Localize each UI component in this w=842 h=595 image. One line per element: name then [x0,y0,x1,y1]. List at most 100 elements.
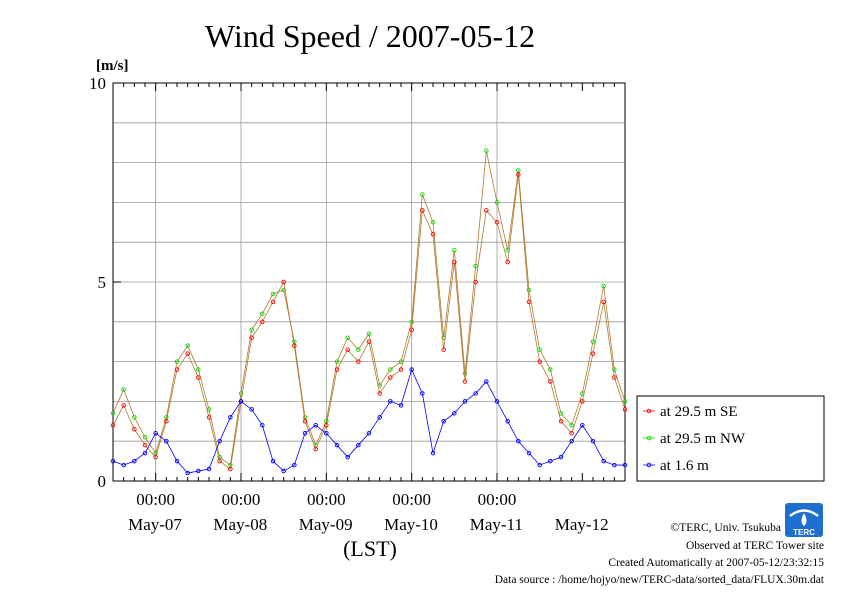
data-point [121,403,126,408]
data-point [526,287,532,293]
data-point [270,458,276,464]
copyright-text: ©TERC, Univ. Tsukuba [671,522,781,534]
data-point [601,283,606,289]
data-point [516,438,521,444]
data-point [110,423,116,428]
data-point [558,454,564,460]
data-point [196,468,201,474]
data-point [590,438,596,444]
grid-lines [113,83,625,481]
data-point [281,287,286,293]
x-date-label: May-08 [213,515,267,534]
data-point [430,220,436,225]
data-point [409,327,414,333]
data-point [121,387,126,392]
legend-swatch-marker [646,408,652,414]
data-point [142,442,148,448]
data-point [345,335,350,340]
data-point [260,311,265,317]
data-point [612,462,617,468]
data-point [260,423,265,428]
data-point [238,391,244,396]
data-point [388,367,393,372]
data-point [548,367,553,372]
data-point [580,423,585,428]
legend: at 29.5 m SE at 29.5 m NW at 1.6 m [636,395,825,482]
data-point [622,462,628,468]
data-point [270,291,276,297]
data-point [409,319,414,325]
data-point [185,343,190,348]
data-point [206,415,212,420]
y-axis-label: [m/s] [96,58,129,74]
data-point [313,446,318,452]
data-point [217,438,222,444]
data-point [110,458,116,464]
data-point [132,415,137,420]
x-date-label: May-12 [555,515,609,534]
data-point [185,351,190,356]
data-point [494,399,500,404]
data-point [366,430,372,436]
data-point [569,430,574,436]
data-point [292,343,297,348]
data-point [153,454,158,460]
data-point [558,419,564,424]
data-point [174,458,180,464]
data-point [526,450,532,456]
legend-label: at 29.5 m SE [660,404,738,420]
legend-swatch-marker [646,462,652,468]
series-1 [110,148,628,468]
data-point [249,335,254,340]
series-line [112,150,626,466]
data-point [196,375,201,380]
data-point [217,458,222,464]
data-point [569,423,574,428]
data-point [281,468,286,474]
data-point [590,351,596,356]
legend-swatch-marker [646,435,652,441]
data-point [292,462,297,468]
x-axis-label: (LST) [343,536,397,561]
data-point [484,379,489,384]
y-axis-ticks: 0 5 10 [89,74,121,491]
legend-label: at 1.6 m [660,458,709,474]
data-point [132,458,137,464]
legend-label: at 29.5 m NW [660,431,746,447]
chart-title: Wind Speed / 2007-05-12 [205,18,535,54]
x-date-label: May-10 [384,515,438,534]
data-point [612,367,617,372]
wave-icon [789,509,819,518]
x-tick-time-label: 00:00 [307,490,346,509]
data-point [270,299,276,305]
data-point [345,454,350,460]
data-point [569,438,574,444]
data-point [622,399,628,404]
data-point [612,375,617,380]
data-point [334,367,340,372]
data-point [228,415,233,420]
series-line [112,174,626,470]
data-point [548,458,553,464]
data-point [420,192,425,197]
data-point [420,208,425,213]
data-point [206,466,212,472]
data-point [132,427,137,432]
data-point [334,442,340,448]
data-point [356,359,361,364]
x-date-label: May-09 [299,515,353,534]
y-tick-label: 0 [98,472,107,491]
data-point [302,419,308,424]
y-tick-label: 10 [89,74,106,93]
data-point [281,279,286,285]
data-point [249,327,254,333]
data-point [452,411,457,416]
legend-box [636,395,825,482]
data-point [185,470,190,476]
data-point [324,430,329,436]
data-point [473,279,478,285]
data-point [537,462,542,468]
data-point [537,359,542,364]
data-point [356,347,361,352]
data-point [366,331,372,336]
